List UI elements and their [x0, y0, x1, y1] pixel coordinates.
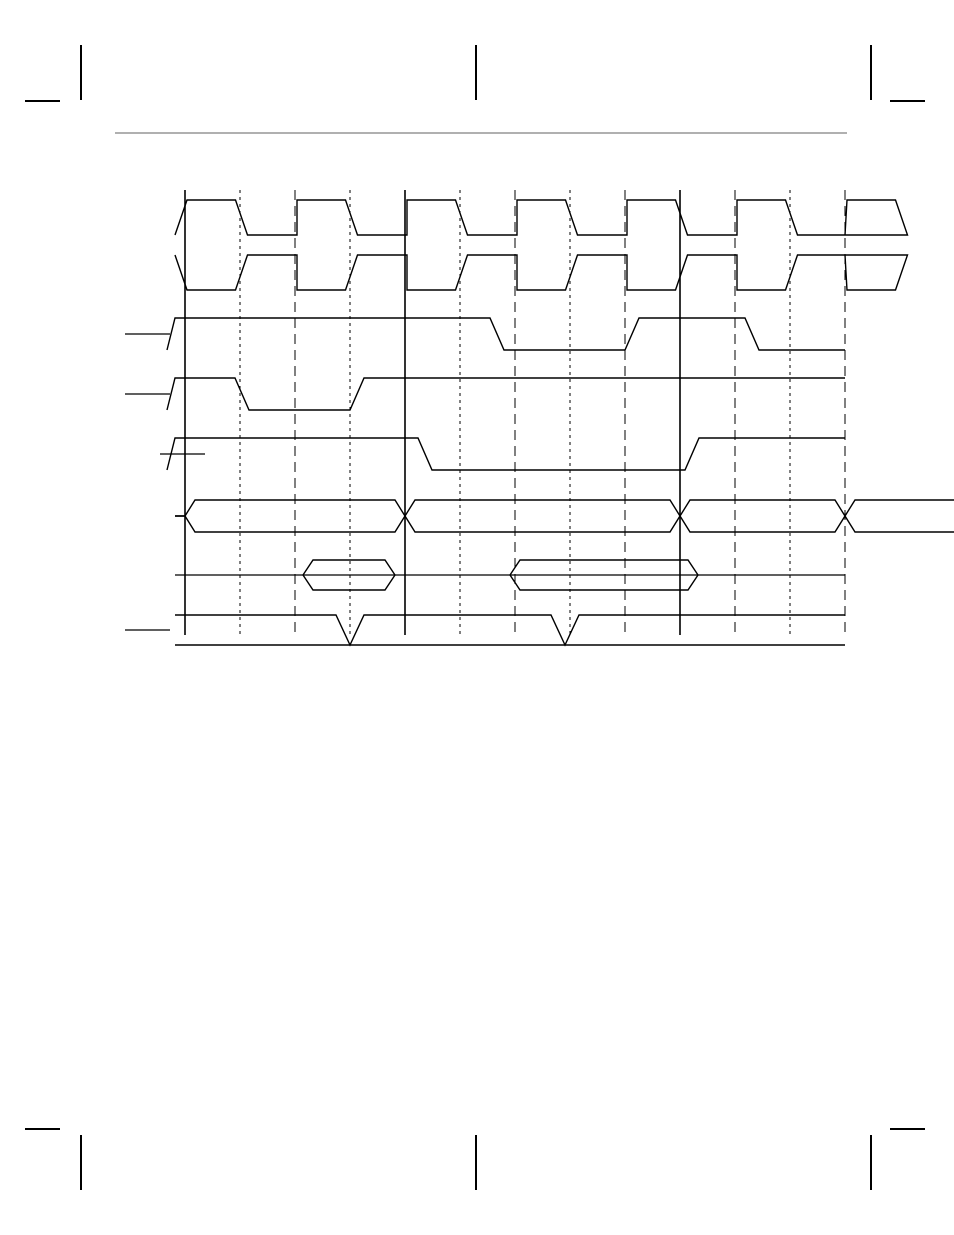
timing-diagram	[0, 0, 954, 1235]
